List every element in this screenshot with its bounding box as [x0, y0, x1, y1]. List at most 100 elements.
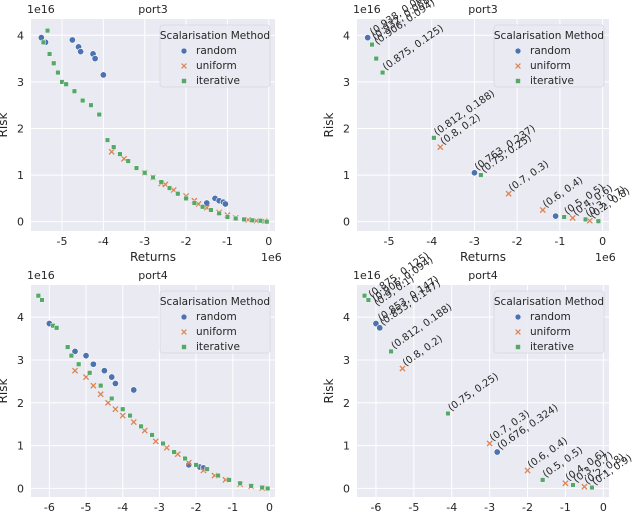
y-tick-label: 0 — [343, 216, 350, 229]
data-point-random — [111, 380, 119, 388]
data-point-random — [130, 386, 138, 394]
x-tick-label: -5 — [81, 501, 92, 514]
data-point-iterative — [88, 102, 94, 108]
data-point-iterative — [149, 432, 155, 438]
data-point-iterative — [142, 170, 148, 176]
x-tick-label: -4 — [98, 235, 109, 248]
y-offset-label: 1e16 — [27, 3, 55, 16]
x-tick-label: -2 — [512, 235, 523, 248]
data-point-uniform — [130, 418, 137, 426]
data-point-uniform — [581, 483, 588, 490]
data-point-uniform — [119, 412, 126, 419]
data-point-iterative — [224, 214, 230, 220]
data-point-random — [364, 34, 372, 42]
x-tick-label: -1 — [227, 501, 238, 514]
x-tick-label: 0 — [599, 235, 606, 248]
legend: Scalarisation Method random uniform iterati… — [159, 24, 271, 88]
data-point-random — [376, 324, 384, 332]
y-tick-label: 0 — [17, 482, 24, 495]
data-point-iterative — [362, 293, 368, 299]
data-point-uniform — [399, 365, 406, 372]
data-point-iterative — [39, 297, 45, 303]
y-tick-label: 0 — [343, 482, 350, 495]
legend-marker-iterative — [181, 344, 187, 350]
legend-entry-uniform: uniform — [530, 60, 571, 72]
legend-marker-random — [515, 48, 521, 54]
legend-box — [159, 290, 271, 354]
data-point-iterative — [380, 70, 386, 76]
y-offset-label: 1e16 — [353, 3, 381, 16]
x-tick-label: -1 — [560, 501, 571, 514]
data-point-iterative — [241, 216, 247, 222]
legend-entry-iterative: iterative — [530, 75, 574, 87]
y-axis-label: Risk — [322, 113, 336, 138]
y-tick-label: 3 — [17, 354, 24, 367]
data-point-iterative — [150, 174, 156, 180]
data-point-uniform — [97, 391, 104, 398]
data-point-iterative — [200, 204, 206, 210]
legend-entry-random: random — [530, 45, 571, 57]
data-point-iterative — [158, 179, 164, 185]
data-point-random — [99, 71, 107, 79]
data-point-iterative — [175, 191, 181, 197]
data-point-iterative — [55, 70, 61, 76]
data-point-iterative — [215, 473, 221, 479]
x-offset-label: 1e6 — [595, 251, 616, 264]
data-point-iterative — [183, 195, 189, 201]
data-point-uniform — [505, 190, 512, 197]
data-point-iterative — [105, 137, 111, 143]
y-tick-label: 2 — [17, 122, 24, 135]
x-tick-label: -3 — [469, 235, 480, 248]
data-point-iterative — [226, 477, 232, 483]
legend-marker-uniform — [181, 329, 187, 335]
data-point-iterative — [216, 210, 222, 216]
data-point-iterative — [87, 370, 93, 376]
data-point-iterative — [583, 216, 589, 222]
y-axis-label: Risk — [322, 379, 336, 404]
data-point-iterative — [127, 413, 133, 419]
y-offset-label: 1e16 — [27, 269, 55, 282]
data-point-iterative — [45, 28, 51, 34]
legend-marker-iterative — [515, 344, 521, 350]
legend-title: Scalarisation Method — [494, 296, 604, 308]
data-point-uniform — [112, 406, 119, 413]
x-tick-label: -2 — [522, 501, 533, 514]
y-tick-label: 3 — [343, 354, 350, 367]
x-tick-label: -5 — [408, 501, 419, 514]
legend-marker-random — [515, 314, 521, 320]
data-point-uniform — [569, 214, 576, 222]
data-point-iterative — [204, 466, 210, 472]
y-tick-label: 2 — [17, 397, 24, 410]
data-point-random — [221, 200, 229, 208]
data-point-random — [203, 199, 211, 207]
data-point-iterative — [109, 395, 115, 401]
data-point-iterative — [80, 98, 86, 104]
y-offset-label: 1e16 — [353, 269, 381, 282]
x-tick-label: 0 — [265, 235, 272, 248]
legend-entry-uniform: uniform — [196, 60, 237, 72]
data-point-iterative — [47, 51, 53, 57]
data-point-random — [91, 55, 99, 63]
data-point-random — [552, 212, 560, 220]
x-tick-label: -6 — [370, 501, 381, 514]
data-point-random — [77, 48, 85, 56]
chart-title: port3 — [468, 3, 498, 16]
data-point-iterative — [54, 325, 60, 331]
data-point-iterative — [35, 293, 41, 299]
data-point-uniform — [141, 427, 148, 434]
y-tick-label: 4 — [17, 311, 24, 324]
data-point-iterative — [65, 344, 71, 350]
chart-panel-2: -5 -4 -3 -2 -1 0012341e161e6port3ReturnsRisk(… — [322, 0, 632, 264]
y-tick-label: 1 — [343, 169, 350, 182]
data-point-uniform — [185, 459, 192, 466]
data-point-iterative — [264, 219, 270, 225]
data-point-iterative — [249, 217, 255, 223]
legend: Scalarisation Method random uniform iterati… — [493, 290, 605, 354]
data-point-iterative — [373, 56, 379, 62]
data-point-iterative — [478, 172, 484, 178]
data-point-iterative — [111, 144, 117, 150]
legend-entry-random: random — [196, 45, 237, 57]
y-axis-label: Risk — [0, 113, 10, 138]
data-point-uniform — [524, 467, 531, 474]
legend-entry-iterative: iterative — [196, 341, 240, 353]
